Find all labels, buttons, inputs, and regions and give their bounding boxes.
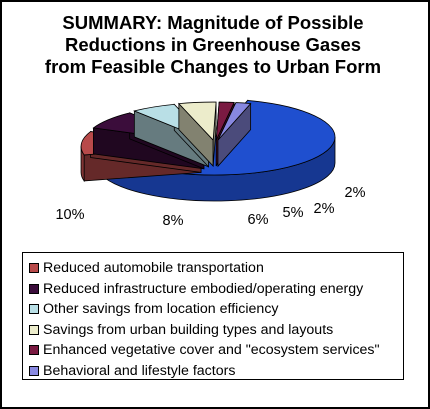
data-label: 2% (345, 185, 366, 201)
legend-label: Savings from urban building types and la… (43, 321, 334, 338)
title-line-1: SUMMARY: Magnitude of Possible (62, 12, 364, 33)
legend-label: Behavioral and lifestyle factors (43, 362, 236, 379)
pie-slice-top (215, 101, 235, 141)
legend-swatch (29, 263, 39, 274)
legend-item-infrastructure: Reduced infrastructure embodied/operatin… (29, 279, 403, 300)
data-label: 2% (314, 201, 335, 217)
legend-label: Other savings from location efficiency (43, 301, 279, 318)
legend-swatch (29, 365, 39, 376)
legend-item-automobile: Reduced automobile transportation (29, 258, 403, 279)
pie-slice (217, 102, 252, 168)
pie-slices (80, 99, 336, 202)
legend: Reduced automobile transportation Reduce… (22, 252, 404, 380)
legend-item-behavioral: Behavioral and lifestyle factors (29, 361, 403, 382)
legend-label: Enhanced vegetative cover and "ecosystem… (43, 342, 380, 359)
data-label: 8% (163, 213, 184, 229)
chart-title: SUMMARY: Magnitude of Possible Reduction… (0, 12, 426, 78)
legend-label: Reduced infrastructure embodied/operatin… (43, 280, 364, 297)
pie-slice-top (178, 101, 217, 141)
title-line-3: from Feasible Changes to Urban Form (44, 56, 382, 77)
legend-swatch (29, 345, 39, 356)
pie-slice-top (217, 102, 252, 141)
pie-slice (178, 101, 217, 168)
legend-label: Reduced automobile transportation (43, 260, 264, 277)
data-label: 10% (55, 207, 84, 223)
data-label: 5% (283, 205, 304, 221)
title-line-2: Reductions in Greenhouse Gases (64, 34, 362, 55)
legend-swatch (29, 324, 39, 335)
legend-item-vegetative: Enhanced vegetative cover and "ecosystem… (29, 340, 403, 361)
legend-item-building: Savings from urban building types and la… (29, 320, 403, 341)
data-label: 6% (248, 212, 269, 228)
legend-swatch (29, 304, 39, 315)
legend-item-location: Other savings from location efficiency (29, 299, 403, 320)
legend-swatch (29, 283, 39, 294)
